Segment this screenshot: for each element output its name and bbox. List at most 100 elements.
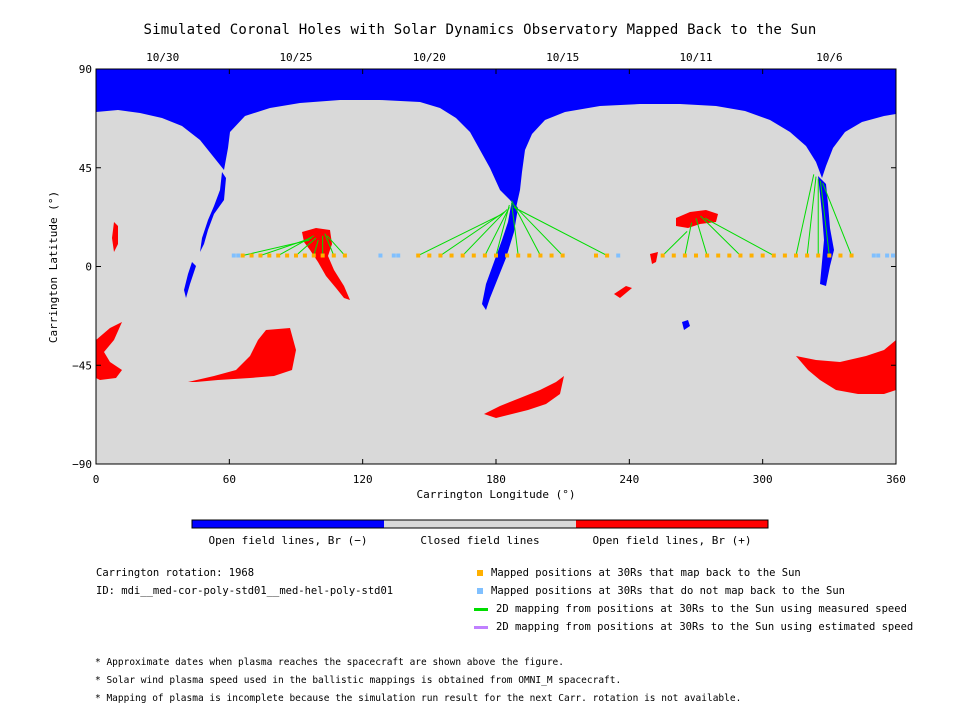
colorbar-label-closed: Closed field lines: [420, 534, 540, 547]
unmapped-point-1: [236, 253, 241, 258]
negative-spot-1: [682, 320, 690, 330]
mapped-point-19: [494, 253, 498, 258]
legend-mapped: Mapped positions at 30Rs that map back t…: [477, 567, 801, 579]
unmapped-points: [231, 253, 895, 258]
colorbar-label-negative: Open field lines, Br (−): [208, 534, 368, 547]
x-tick-label-5: 300: [753, 473, 773, 486]
colorbar-negative: [192, 520, 384, 528]
mapped-point-26: [594, 253, 598, 258]
legend-measured-swatch: [474, 607, 488, 611]
y-axis-label: Carrington Latitude (°): [47, 191, 60, 343]
mapped-point-7: [302, 253, 307, 258]
legend-unmapped: Mapped positions at 30Rs that do not map…: [477, 585, 845, 597]
chart-title: Simulated Coronal Holes with Solar Dynam…: [143, 22, 817, 38]
mapped-point-35: [738, 253, 743, 258]
mapping-line-8: [418, 213, 503, 256]
colorbar-closed: [384, 520, 576, 528]
mapped-point-21: [516, 253, 521, 258]
mapping-line-23: [806, 176, 817, 256]
south-positive-hole-d: [796, 340, 896, 394]
negative-streamer-1: [200, 172, 226, 252]
mapping-line-10: [462, 209, 508, 256]
mapping-line-21: [704, 217, 775, 256]
y-axis: −90 −45 0 45 90: [72, 63, 896, 471]
mapped-point-34: [727, 253, 732, 258]
carrington-rotation: Carrington rotation: 1968: [96, 567, 255, 579]
mapped-point-9: [320, 253, 325, 258]
mapped-point-14: [438, 253, 443, 258]
note-3: * Mapping of plasma is incomplete becaus…: [95, 693, 742, 704]
mapped-point-0: [240, 253, 245, 258]
top-date-label-1: 10/25: [279, 51, 312, 64]
mapping-line-4: [313, 240, 319, 256]
y-tick-label-4: 90: [79, 63, 92, 76]
colorbar-label-positive: Open field lines, Br (+): [592, 534, 752, 547]
mapped-point-13: [427, 253, 432, 258]
run-id: ID: mdi__med-cor-poly-std01__med-hel-pol…: [96, 585, 394, 597]
unmapped-point-3: [391, 253, 396, 258]
mapped-point-25: [560, 253, 565, 258]
mapped-point-22: [527, 253, 532, 258]
mapped-point-15: [449, 253, 454, 258]
mapping-line-7: [326, 235, 346, 256]
mapped-point-17: [471, 253, 476, 258]
mapping-line-2: [277, 235, 315, 256]
mapping-line-6: [324, 233, 335, 256]
legend-measured: 2D mapping from positions at 30Rs to the…: [474, 603, 907, 615]
mapped-point-6: [294, 253, 298, 258]
mapped-point-43: [827, 253, 832, 258]
x-tick-label-4: 240: [619, 473, 639, 486]
mapped-point-28: [660, 253, 665, 258]
unmapped-point-2: [378, 253, 383, 258]
top-date-label-4: 10/11: [679, 51, 712, 64]
unmapped-point-8: [891, 253, 895, 258]
mapped-point-45: [849, 253, 854, 258]
positive-hole-5: [614, 286, 632, 298]
mapped-point-40: [794, 253, 798, 258]
mapped-point-10: [331, 253, 336, 258]
y-tick-label-1: −45: [72, 359, 92, 372]
mapped-point-32: [705, 253, 710, 258]
x-tick-label-1: 60: [223, 473, 236, 486]
note-1: * Approximate dates when plasma reaches …: [95, 657, 564, 668]
mapped-points: [240, 253, 854, 258]
mapping-line-9: [440, 211, 506, 256]
negative-streamer-3: [482, 200, 518, 310]
unmapped-point-7: [885, 253, 890, 258]
mapped-point-44: [838, 253, 843, 258]
mapping-line-12: [495, 204, 510, 256]
mapped-point-36: [749, 253, 754, 258]
unmapped-point-5: [871, 253, 876, 258]
y-tick-label-3: 45: [79, 162, 92, 175]
colorbar-positive: [576, 520, 768, 528]
mapping-line-18: [684, 222, 693, 256]
mapping-line-25: [819, 180, 830, 256]
mapping-line-3: [295, 237, 317, 256]
south-positive-hole-c: [484, 376, 564, 418]
mapped-point-33: [716, 253, 721, 258]
mapping-line-15: [513, 204, 564, 256]
mapped-point-24: [549, 253, 554, 258]
top-date-label-5: 10/6: [816, 51, 843, 64]
mapped-point-23: [538, 253, 543, 258]
mapped-point-2: [258, 253, 263, 258]
mapping-line-20: [700, 215, 741, 256]
x-tick-label-3: 180: [486, 473, 506, 486]
mapped-point-12: [416, 253, 421, 258]
unmapped-point-0: [231, 253, 236, 258]
top-date-axis: 10/30 10/25 10/20 10/15 10/11 10/6: [146, 51, 842, 64]
mapped-point-11: [342, 253, 347, 258]
mapping-line-16: [513, 206, 608, 256]
mapping-line-14: [511, 200, 541, 256]
y-tick-label-2: 0: [85, 261, 92, 274]
y-tick-label-0: −90: [72, 458, 92, 471]
south-positive-hole-b: [188, 328, 296, 382]
top-date-label-2: 10/20: [413, 51, 446, 64]
x-tick-label-2: 120: [353, 473, 373, 486]
mapping-line-17: [662, 231, 688, 256]
mapping-line-13: [511, 202, 519, 256]
x-tick-label-6: 360: [886, 473, 906, 486]
mapped-point-20: [505, 253, 510, 258]
mapping-line-22: [795, 174, 815, 256]
mapped-point-39: [782, 253, 787, 258]
